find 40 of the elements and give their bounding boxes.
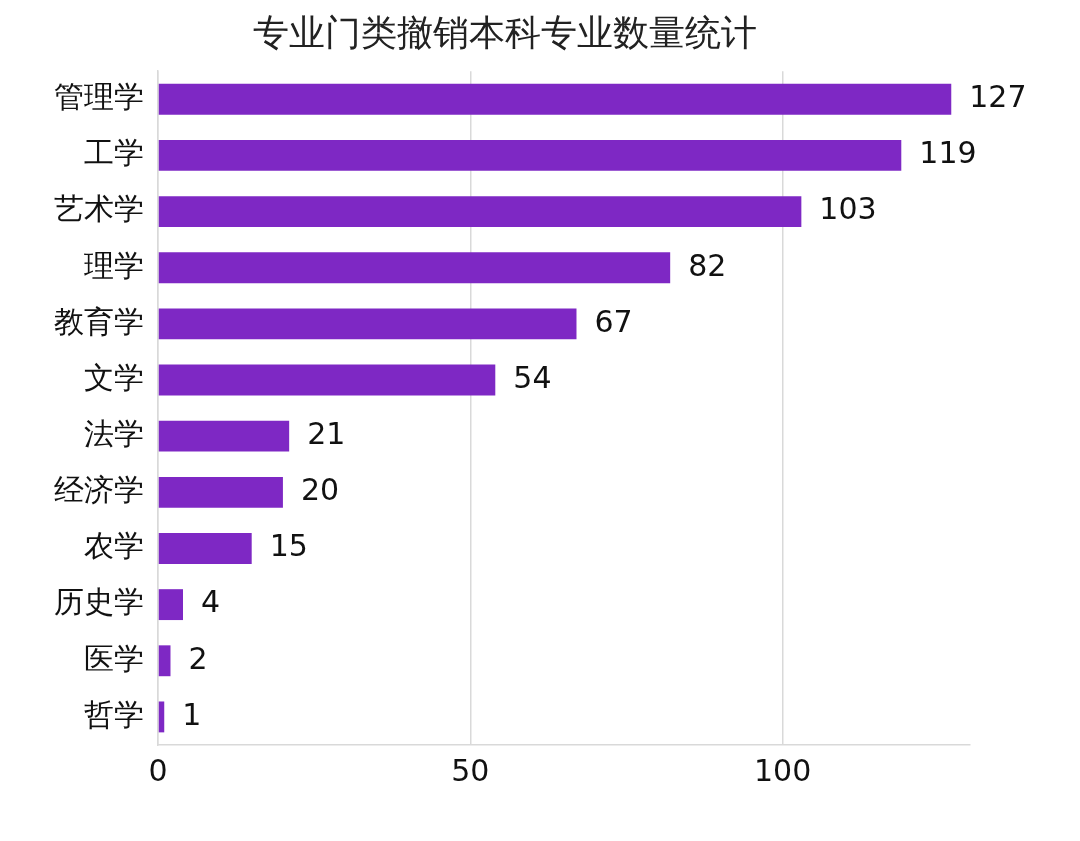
data-label: 54 [513, 359, 552, 395]
y-tick-label: 法学 [84, 415, 144, 451]
data-label: 127 [969, 79, 1027, 115]
y-tick-label: 哲学 [84, 696, 144, 732]
data-label: 119 [919, 135, 977, 171]
x-tick-label: 100 [753, 752, 812, 788]
bar [158, 196, 802, 228]
bar [158, 476, 283, 508]
y-tick-label: 艺术学 [54, 191, 144, 227]
y-tick-label: 理学 [84, 247, 144, 283]
y-tick-label: 管理学 [54, 79, 144, 115]
data-label: 15 [269, 528, 308, 564]
bar [158, 252, 671, 284]
bar [158, 139, 902, 171]
bar [158, 645, 171, 677]
bar [158, 533, 252, 564]
x-tick-label: 0 [148, 752, 168, 788]
y-tick-label: 教育学 [54, 303, 144, 339]
y-tick-label: 医学 [84, 640, 144, 676]
y-tick-label: 工学 [84, 135, 144, 171]
bar [158, 364, 496, 396]
y-tick-label: 文学 [84, 359, 144, 395]
x-tick-label: 50 [451, 752, 490, 788]
bar [158, 83, 952, 115]
bar [158, 701, 165, 733]
bar [158, 308, 577, 340]
data-label: 20 [300, 472, 340, 508]
data-label: 82 [688, 247, 727, 283]
data-label: 67 [594, 303, 633, 339]
data-label: 2 [188, 640, 208, 676]
chart-title: 专业门类撤销本科专业数量统计 [253, 11, 757, 53]
bar [158, 420, 290, 452]
bar [158, 589, 183, 621]
y-tick-label: 经济学 [54, 472, 144, 508]
data-label: 103 [819, 191, 877, 227]
data-label: 1 [182, 696, 202, 732]
data-label: 21 [307, 415, 346, 451]
y-tick-label: 农学 [84, 528, 144, 564]
data-label: 4 [200, 584, 221, 620]
y-tick-label: 历史学 [54, 584, 144, 620]
